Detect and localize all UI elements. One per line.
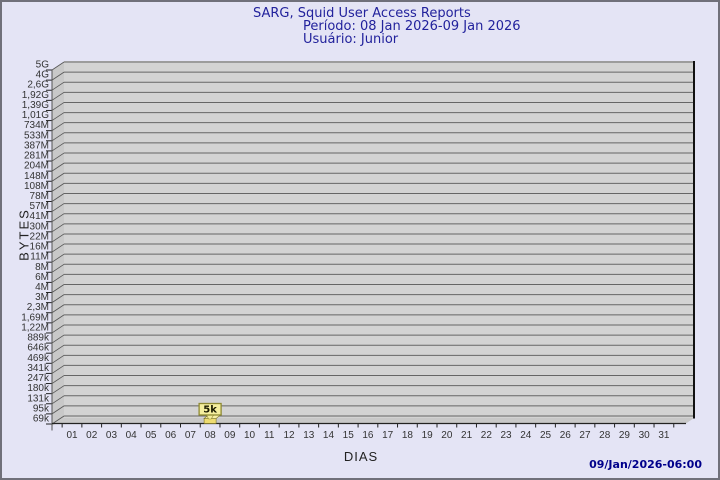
report-timestamp: 09/Jan/2026-06:00 (589, 458, 702, 471)
svg-text:281M: 281M (24, 151, 49, 162)
svg-text:27: 27 (579, 430, 591, 441)
svg-text:3M: 3M (35, 292, 49, 303)
svg-text:108M: 108M (24, 181, 49, 192)
page-title: SARG, Squid User Access Reports (253, 6, 471, 21)
svg-text:131k: 131k (27, 393, 50, 404)
svg-text:1,39G: 1,39G (22, 100, 49, 111)
svg-text:889k: 889k (27, 333, 50, 344)
svg-text:16: 16 (362, 430, 374, 441)
svg-text:1,92G: 1,92G (22, 90, 49, 101)
svg-text:19: 19 (422, 430, 434, 441)
svg-text:24: 24 (520, 430, 532, 441)
x-axis-title: DIAS (343, 449, 379, 464)
svg-text:11M: 11M (30, 252, 49, 263)
x-axis: 01 02 03 04 05 06 07 08 09 10 11 12 13 14 15 16 17 18 19 20… (61, 423, 675, 441)
svg-text:1,22M: 1,22M (21, 322, 49, 333)
svg-text:07: 07 (185, 430, 197, 441)
svg-text:15: 15 (343, 430, 355, 441)
svg-text:41M: 41M (30, 211, 49, 222)
svg-text:23: 23 (500, 430, 512, 441)
svg-text:05: 05 (145, 430, 157, 441)
svg-text:69k: 69k (33, 414, 50, 425)
svg-text:09: 09 (224, 430, 236, 441)
svg-text:25: 25 (540, 430, 552, 441)
svg-text:6M: 6M (35, 272, 49, 283)
svg-text:21: 21 (461, 430, 473, 441)
svg-text:08: 08 (205, 430, 217, 441)
svg-text:14: 14 (323, 430, 335, 441)
svg-text:04: 04 (126, 430, 138, 441)
svg-text:57M: 57M (30, 201, 49, 212)
svg-text:204M: 204M (24, 161, 49, 172)
y-axis: 5G4G2,6G1,92G1,39G1,01G734M533M387M281M2… (21, 60, 694, 425)
bar-day-08: 5k (198, 402, 222, 424)
svg-text:95k: 95k (33, 403, 50, 414)
svg-text:180k: 180k (27, 383, 50, 394)
svg-text:01: 01 (66, 430, 78, 441)
svg-text:1,69M: 1,69M (21, 312, 49, 323)
svg-text:2,6G: 2,6G (27, 80, 49, 91)
svg-text:5k: 5k (203, 405, 217, 416)
svg-text:20: 20 (441, 430, 453, 441)
report-period: Período: 08 Jan 2026-09 Jan 2026 (303, 19, 521, 34)
svg-text:8M: 8M (35, 262, 49, 273)
svg-text:646k: 646k (27, 343, 50, 354)
svg-text:10: 10 (244, 430, 256, 441)
svg-text:22: 22 (481, 430, 493, 441)
svg-text:5G: 5G (36, 60, 50, 71)
svg-text:341k: 341k (27, 363, 50, 374)
svg-text:02: 02 (86, 430, 98, 441)
svg-text:734M: 734M (24, 120, 49, 131)
y-axis-title: BYTES (16, 208, 32, 261)
svg-text:03: 03 (106, 430, 118, 441)
svg-text:2,3M: 2,3M (27, 302, 49, 313)
svg-text:26: 26 (560, 430, 572, 441)
svg-text:4G: 4G (36, 70, 50, 81)
svg-text:30M: 30M (30, 221, 49, 232)
report-user: Usuário: Junior (303, 32, 399, 47)
svg-text:387M: 387M (24, 140, 49, 151)
svg-text:4M: 4M (35, 282, 49, 293)
svg-text:148M: 148M (24, 171, 49, 182)
svg-text:11: 11 (264, 430, 275, 441)
svg-text:247k: 247k (27, 373, 50, 384)
svg-text:06: 06 (165, 430, 177, 441)
svg-text:469k: 469k (27, 353, 50, 364)
svg-text:30: 30 (639, 430, 651, 441)
svg-text:12: 12 (283, 430, 295, 441)
svg-text:533M: 533M (24, 130, 49, 141)
svg-text:16M: 16M (30, 242, 49, 253)
svg-text:1,01G: 1,01G (22, 110, 49, 121)
svg-text:22M: 22M (30, 231, 49, 242)
svg-text:31: 31 (658, 430, 670, 441)
svg-text:18: 18 (402, 430, 414, 441)
svg-text:78M: 78M (30, 191, 49, 202)
svg-text:13: 13 (303, 430, 315, 441)
svg-text:28: 28 (599, 430, 611, 441)
svg-text:29: 29 (619, 430, 631, 441)
svg-text:17: 17 (382, 430, 394, 441)
